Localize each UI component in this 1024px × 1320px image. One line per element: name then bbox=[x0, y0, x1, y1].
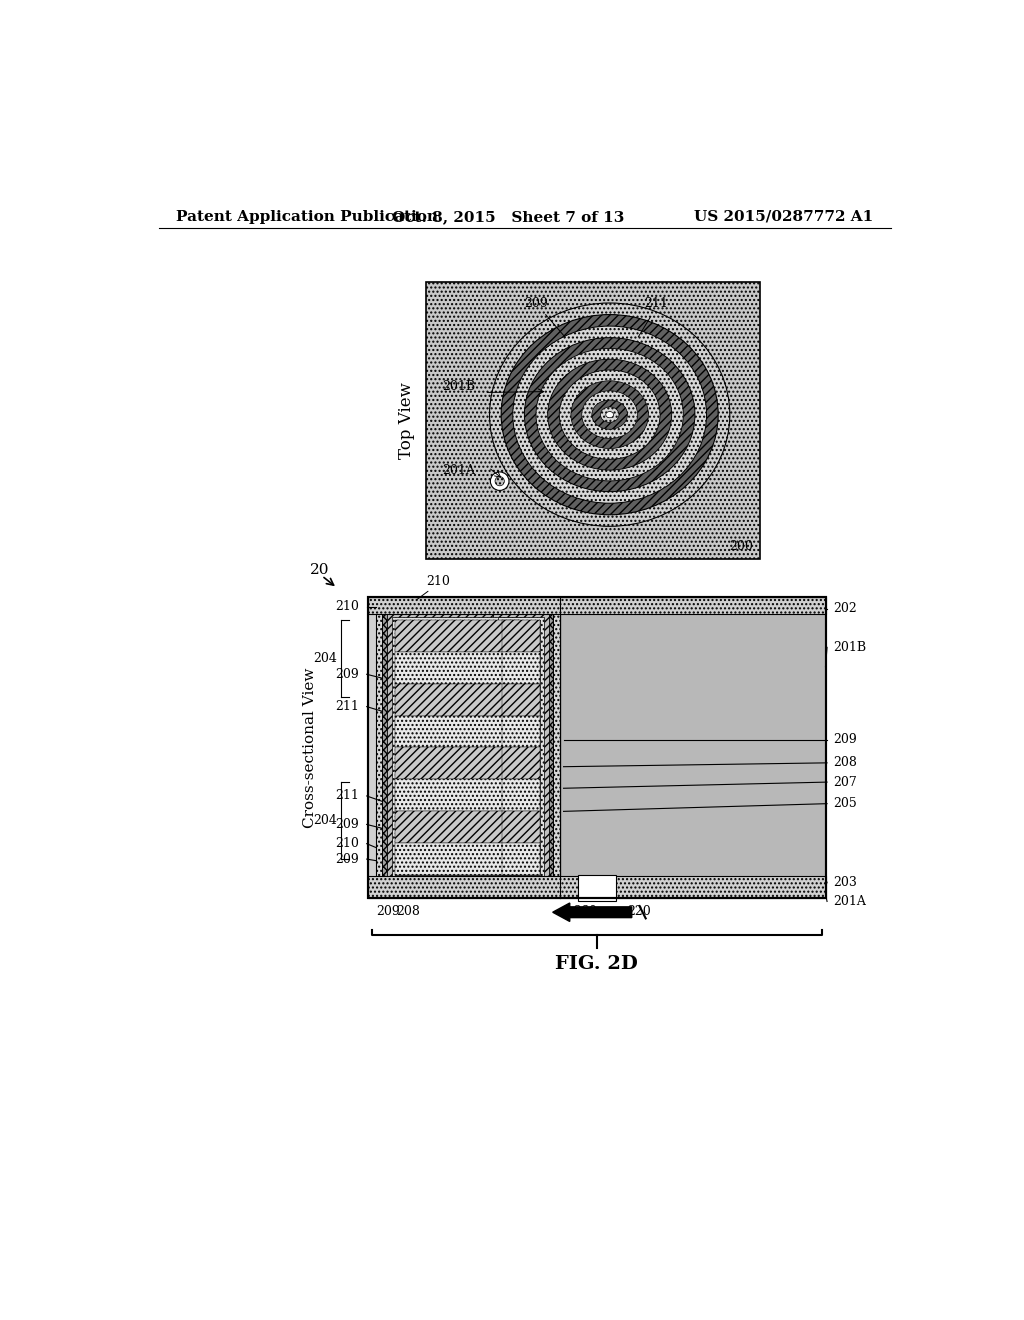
Bar bbox=[395, 684, 519, 715]
Text: 211: 211 bbox=[644, 297, 668, 310]
Text: 204: 204 bbox=[313, 652, 337, 665]
Ellipse shape bbox=[524, 338, 695, 491]
Bar bbox=[493, 612, 549, 883]
Text: 202: 202 bbox=[834, 602, 857, 615]
Ellipse shape bbox=[548, 359, 672, 470]
Bar bbox=[369, 597, 825, 614]
Bar bbox=[426, 281, 760, 558]
Text: 201A: 201A bbox=[442, 463, 475, 477]
Bar bbox=[376, 601, 539, 894]
Bar bbox=[395, 715, 519, 747]
Bar bbox=[369, 597, 825, 898]
Bar bbox=[369, 597, 825, 898]
Ellipse shape bbox=[513, 326, 707, 503]
Bar bbox=[560, 597, 825, 898]
Text: 200: 200 bbox=[729, 540, 754, 553]
Bar bbox=[382, 607, 532, 887]
Text: 210: 210 bbox=[335, 837, 359, 850]
Text: 209: 209 bbox=[376, 904, 399, 917]
Bar bbox=[498, 616, 544, 878]
Text: FIG. 2D: FIG. 2D bbox=[555, 954, 638, 973]
Bar bbox=[502, 715, 541, 747]
Bar bbox=[395, 747, 519, 779]
Text: 201B: 201B bbox=[834, 640, 866, 653]
FancyArrow shape bbox=[553, 903, 632, 921]
Bar bbox=[395, 842, 519, 874]
Text: 209: 209 bbox=[335, 668, 359, 681]
Text: 209: 209 bbox=[524, 297, 548, 310]
Text: 211: 211 bbox=[335, 700, 359, 713]
Ellipse shape bbox=[571, 380, 648, 449]
Ellipse shape bbox=[600, 407, 618, 422]
Text: 208: 208 bbox=[396, 904, 421, 917]
Text: Oct. 8, 2015   Sheet 7 of 13: Oct. 8, 2015 Sheet 7 of 13 bbox=[391, 210, 624, 224]
Text: 201B: 201B bbox=[442, 380, 475, 393]
Text: 260: 260 bbox=[573, 904, 597, 917]
Text: US 2015/0287772 A1: US 2015/0287772 A1 bbox=[694, 210, 873, 224]
Ellipse shape bbox=[582, 391, 638, 438]
Text: 210: 210 bbox=[426, 576, 450, 589]
Bar bbox=[369, 597, 560, 898]
Text: 203: 203 bbox=[834, 875, 857, 888]
Bar bbox=[502, 842, 541, 874]
Text: 209: 209 bbox=[335, 818, 359, 832]
Ellipse shape bbox=[606, 412, 613, 417]
Text: Cross-sectional View: Cross-sectional View bbox=[303, 668, 317, 828]
Bar bbox=[395, 620, 519, 875]
Bar bbox=[502, 620, 541, 875]
Bar bbox=[369, 876, 825, 898]
Bar bbox=[502, 810, 541, 842]
Text: 209: 209 bbox=[834, 733, 857, 746]
Bar bbox=[502, 779, 541, 810]
Bar bbox=[482, 601, 560, 894]
Text: 211: 211 bbox=[335, 789, 359, 803]
Ellipse shape bbox=[501, 314, 718, 515]
Ellipse shape bbox=[559, 370, 660, 459]
Bar bbox=[395, 652, 519, 684]
Bar bbox=[502, 684, 541, 715]
Bar bbox=[578, 874, 616, 902]
Text: 205: 205 bbox=[834, 797, 857, 810]
Bar bbox=[488, 607, 554, 887]
Circle shape bbox=[495, 477, 505, 486]
Text: 20: 20 bbox=[310, 564, 330, 577]
Bar bbox=[387, 612, 528, 883]
Bar bbox=[502, 747, 541, 779]
Bar bbox=[391, 616, 523, 878]
Bar bbox=[395, 779, 519, 810]
Text: 207: 207 bbox=[834, 776, 857, 788]
Ellipse shape bbox=[536, 348, 683, 480]
Ellipse shape bbox=[489, 304, 730, 527]
Text: 209: 209 bbox=[335, 853, 359, 866]
Text: Patent Application Publication: Patent Application Publication bbox=[176, 210, 438, 224]
Bar bbox=[502, 652, 541, 684]
Ellipse shape bbox=[592, 400, 628, 429]
Circle shape bbox=[490, 473, 509, 491]
Text: 210: 210 bbox=[335, 601, 359, 612]
Text: 208: 208 bbox=[834, 756, 857, 770]
Bar bbox=[395, 810, 519, 842]
Text: 201A: 201A bbox=[834, 895, 866, 908]
Bar bbox=[395, 620, 519, 652]
Text: 220: 220 bbox=[628, 904, 651, 917]
Text: 204: 204 bbox=[313, 814, 337, 828]
Bar bbox=[502, 620, 541, 652]
Text: Top View: Top View bbox=[397, 381, 415, 458]
